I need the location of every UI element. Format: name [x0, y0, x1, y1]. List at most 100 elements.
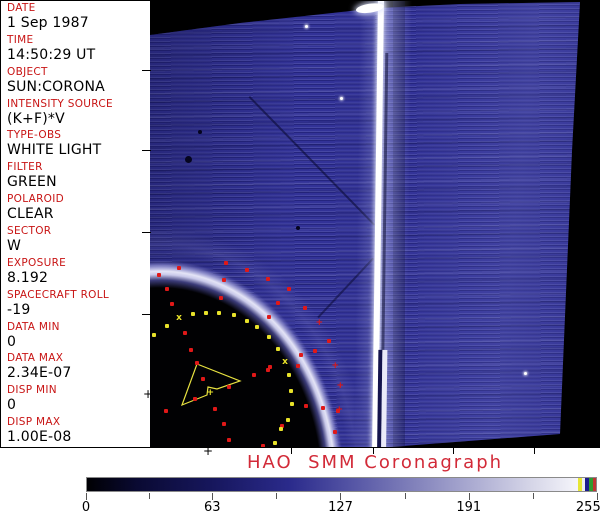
field-label: TYPE-OBS	[7, 129, 62, 142]
red-plus-marker: +	[336, 380, 345, 391]
colorbar-end-stripe	[592, 478, 596, 491]
image-title: HAO SMM Coronagraph	[246, 452, 504, 473]
metadata-field: DISP MIN 0	[1, 383, 150, 415]
field-label: SECTOR	[7, 225, 52, 238]
field-label: SPACECRAFT ROLL	[7, 288, 110, 301]
colorbar-end-stripe	[588, 478, 593, 491]
red-marker-dot	[222, 422, 226, 426]
fiducial-polygon-path	[180, 363, 242, 407]
red-marker-dot	[299, 353, 303, 357]
metadata-field: EXPOSURE 8.192	[1, 256, 150, 288]
red-marker-dot	[266, 368, 270, 372]
metadata-field: INTENSITY SOURCE (K+F)*V	[1, 97, 150, 129]
metadata-field: SPACECRAFT ROLL -19	[1, 288, 150, 320]
colorbar-minor-tick	[404, 493, 406, 499]
colorbar-end-stripe	[578, 478, 583, 491]
yellow-marker-dot	[289, 389, 293, 393]
red-marker-dot	[266, 277, 270, 281]
yellow-x-marker: x	[282, 356, 288, 367]
field-label: INTENSITY SOURCE	[7, 97, 113, 110]
red-marker-dot	[313, 349, 317, 353]
yellow-marker-dot	[232, 313, 236, 317]
red-marker-dot	[252, 373, 256, 377]
metadata-field: FILTER GREEN	[1, 160, 150, 192]
colorbar-tick	[597, 493, 598, 500]
bottom-axis-tick	[373, 447, 374, 454]
field-label: DATE	[7, 2, 36, 14]
red-marker-dot	[280, 424, 284, 428]
red-marker-dot	[327, 339, 331, 343]
field-value: (K+F)*V	[7, 110, 65, 127]
field-value: 2.34E-07	[7, 365, 72, 382]
colorbar-end-stripe	[582, 478, 585, 491]
metadata-field: OBJECT SUN:CORONA	[1, 65, 150, 97]
colorbar-tick-label: 255	[575, 500, 600, 515]
yellow-marker-dot	[286, 418, 290, 422]
red-marker-dot	[177, 266, 181, 270]
bottom-axis-tick	[291, 447, 292, 454]
field-value: SUN:CORONA	[7, 78, 105, 95]
red-marker-dot	[268, 365, 272, 369]
left-axis-plus: +	[143, 387, 154, 401]
field-label: EXPOSURE	[7, 256, 67, 269]
colorbar-minor-tick	[532, 493, 534, 499]
colorbar-tick	[212, 493, 214, 500]
red-marker-dot	[195, 361, 199, 365]
field-label: DATA MAX	[7, 352, 64, 365]
field-label: FILTER	[7, 161, 43, 174]
yellow-marker-dot	[217, 311, 221, 315]
field-value: -19	[7, 301, 31, 318]
red-marker-dot	[189, 348, 193, 352]
yellow-marker-dot	[273, 441, 277, 445]
field-value: 8.192	[7, 269, 49, 286]
red-marker-dot	[267, 315, 271, 319]
field-value: WHITE LIGHT	[7, 142, 102, 159]
red-marker-dot	[261, 444, 265, 447]
red-marker-dot	[213, 407, 217, 411]
colorbar-tick-label: 191	[456, 500, 482, 515]
red-marker-dot	[321, 406, 325, 410]
yellow-marker-dot	[191, 312, 195, 316]
yellow-marker-dot	[279, 427, 283, 431]
red-marker-dot	[183, 331, 187, 335]
bottom-axis-tick	[453, 447, 454, 454]
field-value: 14:50:29 UT	[7, 46, 96, 63]
field-value: 0	[7, 333, 17, 350]
red-marker-dot	[165, 287, 169, 291]
field-label: DISP MIN	[7, 384, 57, 397]
red-marker-dot	[164, 409, 168, 413]
colorbar-minor-tick	[149, 493, 151, 499]
field-label: TIME	[7, 33, 34, 46]
red-plus-marker: +	[331, 360, 340, 371]
yellow-marker-dot	[152, 333, 156, 337]
left-axis-tick	[142, 70, 151, 71]
red-marker-dot	[222, 278, 226, 282]
red-marker-dot	[224, 261, 228, 265]
left-axis-tick	[142, 232, 151, 233]
metadata-field: TYPE-OBS WHITE LIGHT	[1, 128, 150, 160]
red-plus-marker: +	[315, 317, 324, 328]
field-value: W	[7, 238, 22, 255]
field-value: 0	[7, 397, 17, 414]
colorbar-tick-label: 0	[81, 500, 91, 515]
metadata-field: DATE 1 Sep 1987	[1, 1, 150, 33]
colorbar-end-stripe	[584, 478, 589, 491]
yellow-marker-dot	[287, 373, 291, 377]
red-marker-dot	[157, 273, 161, 277]
field-label: POLAROID	[7, 193, 65, 206]
intensity-colorbar	[86, 477, 597, 492]
yellow-plus-marker: +	[206, 387, 215, 398]
red-marker-dot	[201, 377, 205, 381]
colorbar-tick-label: 127	[328, 500, 353, 515]
red-marker-dot	[193, 397, 197, 401]
red-marker-dot	[219, 296, 223, 300]
yellow-marker-dot	[290, 402, 294, 406]
red-marker-dot	[304, 404, 308, 408]
left-axis-tick	[142, 314, 151, 315]
colorbar-minor-tick	[276, 493, 278, 499]
red-marker-dot	[336, 409, 340, 413]
red-marker-dot	[296, 364, 300, 368]
red-marker-dot	[303, 306, 307, 310]
field-label: DATA MIN	[7, 320, 60, 333]
field-label: DISP MAX	[7, 416, 61, 429]
